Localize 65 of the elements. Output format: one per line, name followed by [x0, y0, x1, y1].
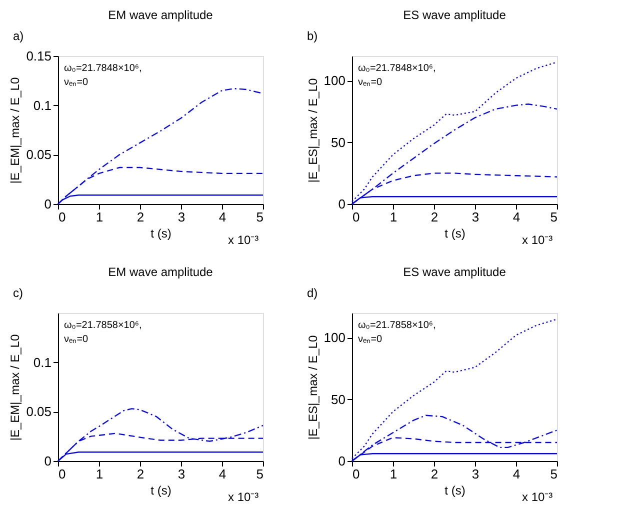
x-tick-label: 1: [390, 466, 398, 482]
y-tick-label: 100: [324, 330, 346, 346]
x-tick-label: 4: [512, 210, 520, 224]
x-tick-label: 0: [58, 466, 66, 482]
x-tick-label: 2: [136, 210, 144, 224]
x-tick-label: 2: [430, 466, 438, 482]
annotation: νₑₙ=0: [358, 334, 383, 345]
text: x 10⁻³: [522, 490, 553, 504]
x-axis-title: t (s): [150, 484, 172, 498]
y-axis-title: |E_EM|_max / E_L0: [8, 334, 22, 441]
text: x 10⁻³: [522, 233, 553, 247]
text: a): [13, 29, 24, 43]
y-tick-label: 0: [44, 196, 52, 212]
text: x 10⁻³: [228, 490, 259, 504]
x-tick-label: 5: [256, 210, 264, 224]
x-tick-label: 1: [390, 210, 398, 224]
y-tick-label: 50: [331, 134, 346, 150]
annotation: νₑₙ=0: [64, 334, 89, 345]
y-axis-title: |E_ES|_max / E_L0: [306, 335, 320, 440]
x-tick-label: 4: [218, 466, 226, 482]
x-tick-label: 5: [256, 466, 264, 482]
x-axis-title: t (s): [444, 484, 466, 498]
x-tick-label: 3: [472, 466, 480, 482]
y-tick-label: 0.1: [33, 354, 52, 370]
y-tick-label: 0: [338, 196, 346, 212]
y-tick-label: 0: [44, 454, 52, 468]
x-tick-label: 0: [352, 210, 360, 224]
text: c): [13, 286, 23, 300]
y-axis-title: |E_ES|_max / E_L0: [306, 78, 320, 183]
annotation: ω₀=21.7848×10⁶,: [64, 63, 142, 74]
x-tick-label: 3: [178, 466, 186, 482]
y-tick-label: 0.05: [26, 147, 52, 162]
text: d): [307, 286, 318, 300]
x-tick-label: 4: [512, 466, 520, 482]
x-tick-label: 2: [430, 210, 438, 224]
x-tick-label: 5: [550, 210, 558, 224]
text: x 10⁻³: [228, 233, 259, 247]
y-tick-label: 0.1: [33, 98, 52, 113]
x-tick-label: 0: [58, 210, 66, 224]
text: b): [307, 29, 318, 43]
annotation: ω₀=21.7858×10⁶,: [64, 320, 142, 331]
y-tick-label: 0.05: [26, 404, 52, 420]
chart-title: ES wave amplitude: [403, 265, 506, 279]
y-tick-label: 0.15: [26, 48, 52, 64]
chart-title: ES wave amplitude: [403, 8, 506, 22]
annotation: ω₀=21.7858×10⁶,: [358, 320, 436, 331]
y-tick-label: 0: [338, 454, 346, 468]
x-tick-label: 1: [96, 466, 104, 482]
x-axis-title: t (s): [150, 226, 172, 240]
y-tick-label: 50: [331, 392, 346, 407]
x-tick-label: 4: [218, 210, 226, 224]
x-tick-label: 2: [136, 466, 144, 482]
annotation: νₑₙ=0: [64, 77, 89, 88]
annotation: ω₀=21.7848×10⁶,: [358, 63, 436, 74]
annotation: νₑₙ=0: [358, 77, 383, 88]
x-tick-label: 3: [472, 210, 480, 224]
x-tick-label: 5: [550, 466, 558, 482]
y-axis-title: |E_EM|_max / E_L0: [8, 77, 22, 184]
x-tick-label: 3: [178, 210, 186, 224]
x-axis-title: t (s): [444, 226, 466, 240]
chart-title: EM wave amplitude: [108, 8, 214, 22]
x-tick-label: 1: [96, 210, 104, 224]
chart-title: EM wave amplitude: [108, 265, 214, 279]
x-tick-label: 0: [352, 466, 360, 482]
y-tick-label: 100: [324, 73, 346, 88]
